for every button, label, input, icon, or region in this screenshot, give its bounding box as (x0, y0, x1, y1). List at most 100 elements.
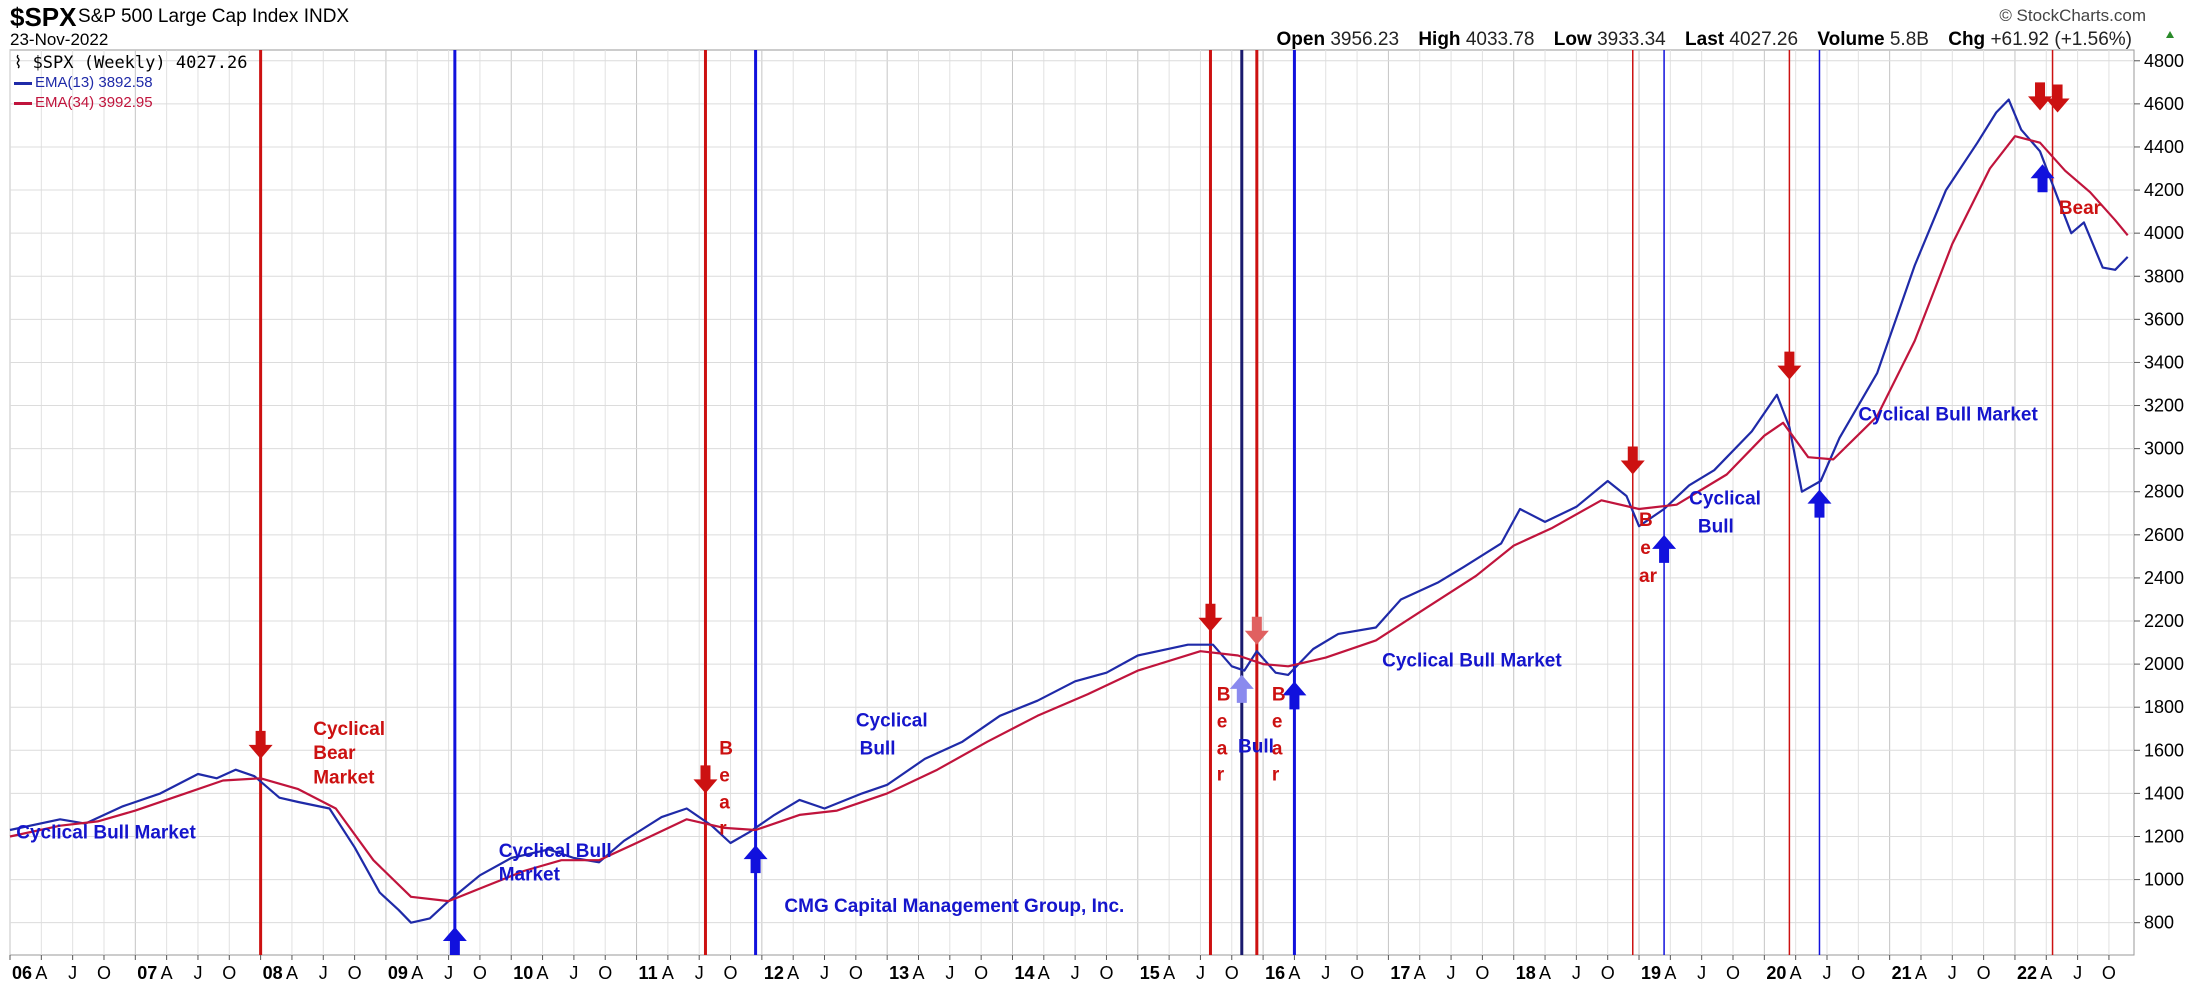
x-tick-label: O (598, 963, 612, 983)
x-tick-label: A (1414, 963, 1426, 983)
chart-annotation: e (1272, 712, 1283, 733)
y-tick-label: 800 (2144, 913, 2174, 933)
chart-annotation: B (1217, 685, 1231, 706)
buy-arrow-icon (1652, 534, 1677, 563)
x-tick-label: A (1163, 963, 1175, 983)
y-tick-label: 2200 (2144, 611, 2184, 631)
x-tick-label: J (1697, 963, 1706, 983)
plot-area (9, 49, 2135, 956)
x-tick-label: A (1790, 963, 1802, 983)
sell-arrow-icon (1620, 446, 1645, 475)
chart-annotation: Bear (313, 743, 356, 764)
x-tick-label: A (286, 963, 298, 983)
chart-annotation: e (1217, 712, 1228, 733)
y-tick-label: 2400 (2144, 568, 2184, 588)
chart-annotation: Cyclical Bull Market (16, 823, 196, 844)
y-tick-label: 4600 (2144, 94, 2184, 114)
quote-bar: Open 3956.23 High 4033.78 Low 3933.34 La… (1277, 29, 2147, 51)
high-label: High (1418, 29, 1461, 50)
x-tick-label: O (849, 963, 863, 983)
chart-annotation: Cyclical Bull Market (1858, 405, 2038, 426)
chart-annotation: r (1272, 764, 1280, 785)
low-value: 3933.34 (1597, 29, 1666, 50)
x-tick-label: A (1664, 963, 1676, 983)
brand-watermark[interactable]: © StockCharts.com (1999, 6, 2146, 25)
open-label: Open (1276, 29, 1326, 50)
chart-annotation: Cyclical (313, 719, 385, 740)
x-tick-label: A (35, 963, 47, 983)
x-tick-label: A (1539, 963, 1551, 983)
x-tick-label: A (537, 963, 549, 983)
x-tick-label: A (662, 963, 674, 983)
x-tick-label: J (1572, 963, 1581, 983)
buy-arrow-icon (2030, 164, 2055, 193)
series-line-ema34 (9, 135, 2129, 903)
x-tick-label: J (2073, 963, 2082, 983)
y-tick-label: 1000 (2144, 870, 2184, 890)
x-tick-label: J (1321, 963, 1330, 983)
x-tick-label: 13 (889, 963, 909, 983)
buy-arrow-icon (442, 926, 467, 955)
x-tick-label: 11 (639, 963, 658, 983)
x-tick-label: J (1447, 963, 1456, 983)
chart-date: 23-Nov-2022 (10, 30, 109, 49)
volume-label: Volume (1817, 29, 1885, 50)
x-tick-label: O (2102, 963, 2116, 983)
chart-annotation: r (719, 818, 727, 839)
x-tick-label: J (193, 963, 202, 983)
x-tick-label: J (1071, 963, 1080, 983)
x-tick-label: J (945, 963, 954, 983)
y-tick-label: 3600 (2144, 309, 2184, 329)
x-tick-label: 20 (1766, 963, 1786, 983)
y-tick-label: 2800 (2144, 482, 2184, 502)
chart-annotation: e (1640, 538, 1651, 559)
index-name: S&P 500 Large Cap Index INDX (78, 6, 350, 27)
x-tick-label: O (97, 963, 111, 983)
buy-arrow-icon (1807, 489, 1832, 518)
x-tick-label: 10 (513, 963, 533, 983)
chart-annotation: a (1272, 739, 1283, 760)
ema34-swatch (14, 101, 32, 105)
legend-main: ⌇ $SPX (Weekly) 4027.26 (14, 53, 248, 73)
y-tick-label: 2000 (2144, 654, 2184, 674)
x-tick-label: O (1601, 963, 1615, 983)
chart-annotation: a (719, 792, 730, 813)
x-tick-label: J (569, 963, 578, 983)
x-tick-label: O (1726, 963, 1740, 983)
x-tick-label: O (1851, 963, 1865, 983)
chart-annotation: a (1217, 739, 1228, 760)
sell-arrow-icon (2028, 82, 2053, 111)
chart-type-icon: ⌇ (14, 53, 23, 73)
x-tick-label: 09 (388, 963, 408, 983)
x-tick-label: J (444, 963, 453, 983)
x-tick-label: 12 (764, 963, 784, 983)
x-tick-label: O (974, 963, 988, 983)
x-tick-label: J (1948, 963, 1957, 983)
x-tick-label: A (1038, 963, 1050, 983)
change-value: +61.92 (+1.56%) (1990, 29, 2132, 50)
x-tick-label: 15 (1140, 963, 1160, 983)
y-tick-label: 2600 (2144, 525, 2184, 545)
x-tick-label: J (695, 963, 704, 983)
x-tick-label: 22 (2017, 963, 2037, 983)
x-tick-label: A (411, 963, 423, 983)
chart-annotation: e (719, 766, 730, 787)
legend-ema34: EMA(34) 3992.95 (14, 94, 153, 111)
x-tick-label: 06 (12, 963, 32, 983)
x-tick-label: 18 (1516, 963, 1536, 983)
last-label: Last (1685, 29, 1725, 50)
x-tick-label: O (724, 963, 738, 983)
x-tick-label: J (1196, 963, 1205, 983)
x-tick-label: A (161, 963, 173, 983)
x-tick-label: 21 (1892, 963, 1912, 983)
ticker-symbol: $SPX (10, 2, 77, 32)
x-tick-label: A (1915, 963, 1927, 983)
x-tick-label: O (348, 963, 362, 983)
chart-annotation: Market (499, 865, 561, 886)
y-tick-label: 1200 (2144, 826, 2184, 846)
chart-annotation: Market (313, 768, 375, 789)
x-tick-label: J (820, 963, 829, 983)
chart-annotation: r (1217, 764, 1225, 785)
buy-arrow-icon (1282, 681, 1307, 710)
